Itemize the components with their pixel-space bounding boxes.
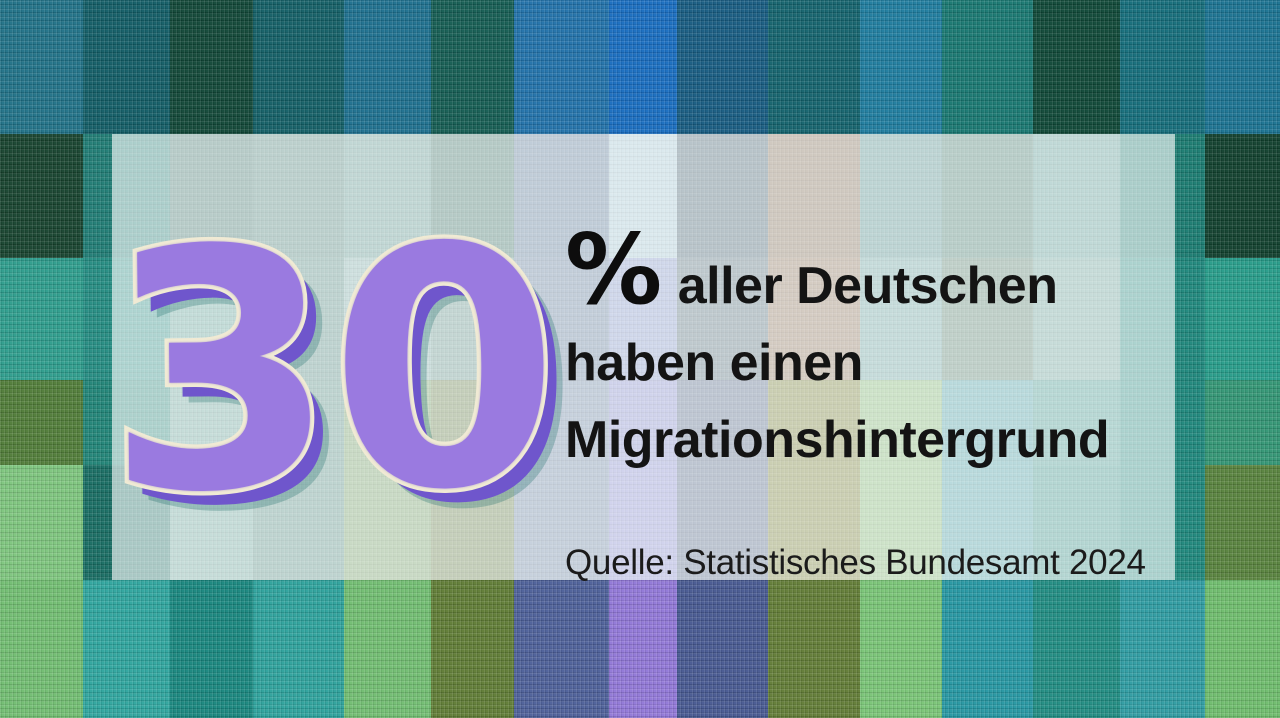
- plaid-cell: [1205, 0, 1280, 134]
- plaid-cell: [1033, 580, 1120, 718]
- source-caption: Quelle: Statistisches Bundesamt 2024: [565, 543, 1146, 582]
- plaid-cell: [0, 380, 83, 465]
- plaid-cell: [344, 0, 431, 134]
- percent-sign: %: [565, 213, 662, 326]
- plaid-cell: [344, 580, 431, 718]
- plaid-cell: [83, 0, 170, 134]
- plaid-cell: [0, 465, 83, 580]
- plaid-cell: [514, 0, 609, 134]
- plaid-cell: [514, 580, 609, 718]
- plaid-cell: [253, 580, 344, 718]
- plaid-cell: [860, 580, 942, 718]
- plaid-cell: [0, 134, 83, 258]
- headline-line-2: haben einen: [565, 334, 863, 392]
- plaid-cell: [677, 0, 768, 134]
- plaid-cell: [83, 580, 170, 718]
- stat-number: 30 30: [100, 172, 560, 570]
- plaid-cell: [1205, 134, 1280, 258]
- content-panel: [112, 134, 1175, 580]
- headline-line-3: Migrationshintergrund: [565, 411, 1110, 469]
- plaid-cell: [942, 580, 1033, 718]
- plaid-cell: [1205, 380, 1280, 465]
- plaid-cell: [0, 258, 83, 380]
- plaid-cell: [609, 0, 677, 134]
- plaid-cell: [253, 0, 344, 134]
- plaid-cell: [768, 0, 860, 134]
- plaid-cell: [942, 0, 1033, 134]
- plaid-cell: [1205, 258, 1280, 380]
- plaid-cell: [0, 0, 83, 134]
- plaid-cell: [860, 0, 942, 134]
- headline-line-1: % aller Deutschen: [565, 221, 1185, 325]
- plaid-cell: [1205, 465, 1280, 580]
- plaid-cell: [0, 580, 83, 718]
- stat-number-fill: 30: [104, 176, 556, 566]
- plaid-cell: [768, 580, 860, 718]
- plaid-cell: [431, 0, 514, 134]
- headline-line-1-text: aller Deutschen: [677, 257, 1058, 315]
- plaid-cell: [170, 0, 253, 134]
- plaid-cell: [170, 580, 253, 718]
- headline-block: % aller Deutschen haben einen Migrationsh…: [565, 221, 1185, 583]
- plaid-cell: [1120, 0, 1205, 134]
- plaid-cell: [431, 580, 514, 718]
- plaid-cell: [1120, 580, 1205, 718]
- plaid-cell: [677, 580, 768, 718]
- plaid-cell: [609, 580, 677, 718]
- plaid-cell: [1033, 0, 1120, 134]
- plaid-cell: [1205, 580, 1280, 718]
